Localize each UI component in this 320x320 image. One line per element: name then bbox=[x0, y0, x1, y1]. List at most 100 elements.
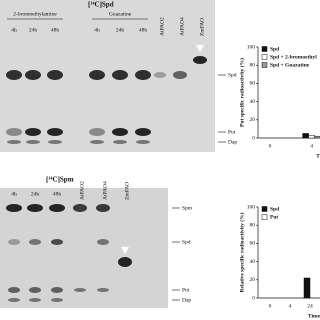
gel-bands bbox=[6, 56, 207, 302]
lane-label: 4h bbox=[11, 191, 17, 197]
band bbox=[97, 288, 109, 292]
band bbox=[25, 128, 41, 136]
legend-swatch bbox=[261, 46, 268, 52]
lane-label: AtPAO2 bbox=[79, 181, 85, 200]
bar bbox=[303, 277, 311, 299]
band bbox=[154, 72, 166, 78]
legend-label: Spd bbox=[270, 206, 279, 212]
band bbox=[8, 287, 20, 293]
y-tick-label: 80 bbox=[250, 222, 256, 228]
y-tick-label: 40 bbox=[250, 99, 256, 105]
band bbox=[47, 128, 63, 136]
band-label: Dap bbox=[182, 297, 191, 303]
lane-label: 48h bbox=[139, 27, 148, 33]
lane-label: 24h bbox=[29, 27, 38, 33]
x-tick-label: 0 bbox=[269, 303, 272, 309]
band bbox=[6, 204, 22, 212]
x-axis-label: T bbox=[316, 153, 320, 159]
band-label: Spd bbox=[182, 239, 191, 245]
group-label: Guazatine bbox=[109, 11, 132, 17]
bar bbox=[302, 133, 309, 139]
gel-title: [¹⁴C]Spm bbox=[46, 176, 74, 184]
band bbox=[96, 204, 110, 212]
band bbox=[51, 298, 63, 302]
band bbox=[173, 71, 187, 79]
arrowhead bbox=[196, 45, 204, 52]
band bbox=[89, 70, 105, 80]
lane-label: AtPAO4 bbox=[179, 17, 185, 36]
y-axis-label: Relative specific radioactivity (%) bbox=[238, 212, 245, 292]
band-label: Put bbox=[228, 129, 236, 135]
lane-label: ZmPAO bbox=[124, 182, 130, 200]
lane-label: AtPAO2 bbox=[159, 17, 165, 36]
arrowhead bbox=[121, 247, 129, 254]
y-tick-label: 20 bbox=[250, 117, 256, 123]
band bbox=[6, 128, 22, 136]
lane-label: AtPAO4 bbox=[102, 181, 108, 200]
band bbox=[51, 287, 63, 293]
band bbox=[48, 140, 62, 144]
band bbox=[6, 70, 22, 80]
bar bbox=[314, 135, 320, 139]
band bbox=[97, 239, 109, 245]
legend-label: Put bbox=[270, 214, 278, 220]
y-tick-label: 0 bbox=[252, 135, 255, 141]
y-tick-label: 60 bbox=[250, 241, 256, 247]
band-label: Spm bbox=[182, 205, 193, 211]
band bbox=[112, 128, 128, 136]
legend-label: Spd bbox=[270, 46, 279, 52]
legend-swatch bbox=[261, 214, 268, 220]
band bbox=[90, 140, 104, 144]
band bbox=[89, 128, 105, 136]
y-tick-label: 20 bbox=[250, 277, 256, 283]
band bbox=[113, 140, 127, 144]
band bbox=[27, 204, 43, 212]
legend-label: Spd + 2-bromoethyl bbox=[270, 54, 317, 60]
band bbox=[51, 239, 63, 245]
y-tick-label: 100 bbox=[247, 44, 256, 50]
band bbox=[118, 257, 132, 267]
y-tick-label: 100 bbox=[247, 204, 256, 210]
band bbox=[135, 128, 151, 136]
lane-label: 24h bbox=[31, 191, 40, 197]
band bbox=[8, 298, 20, 302]
band bbox=[29, 239, 41, 245]
band bbox=[136, 140, 150, 144]
legend-swatch bbox=[261, 62, 268, 68]
band-label: Dap bbox=[228, 139, 237, 145]
lane-label: 4h bbox=[94, 27, 100, 33]
band-label: Spd bbox=[228, 72, 237, 78]
x-tick-label: 4 bbox=[289, 303, 292, 309]
y-tick-label: 40 bbox=[250, 259, 256, 265]
lane-label: 48h bbox=[53, 191, 62, 197]
x-tick-label: 24 bbox=[307, 303, 313, 309]
band bbox=[29, 298, 41, 302]
band bbox=[26, 140, 40, 144]
band bbox=[29, 287, 41, 293]
band bbox=[193, 56, 207, 64]
x-axis-label: Time (h) bbox=[308, 312, 320, 319]
legend-swatch bbox=[261, 54, 268, 60]
legend-label: Spd + Guazatine bbox=[270, 62, 310, 68]
y-tick-label: 0 bbox=[252, 295, 255, 301]
lane-label: ZmPAO bbox=[199, 18, 205, 36]
group-label: 2-bromoethylamine bbox=[13, 11, 57, 17]
band bbox=[135, 70, 151, 80]
band bbox=[73, 204, 87, 212]
y-tick-label: 60 bbox=[250, 81, 256, 87]
band bbox=[74, 288, 86, 292]
gel-title: [¹⁴C]Spd bbox=[88, 1, 114, 9]
bar bbox=[308, 135, 315, 139]
band bbox=[7, 140, 21, 144]
lane-label: 4h bbox=[11, 27, 17, 33]
band bbox=[25, 70, 41, 80]
x-tick-label: 4 bbox=[310, 143, 313, 149]
band bbox=[47, 70, 63, 80]
lane-label: 48h bbox=[51, 27, 60, 33]
band bbox=[112, 70, 128, 80]
legend-swatch bbox=[261, 206, 268, 212]
x-tick-label: 0 bbox=[269, 143, 272, 149]
band bbox=[49, 204, 65, 212]
band-label: Put bbox=[182, 287, 190, 293]
